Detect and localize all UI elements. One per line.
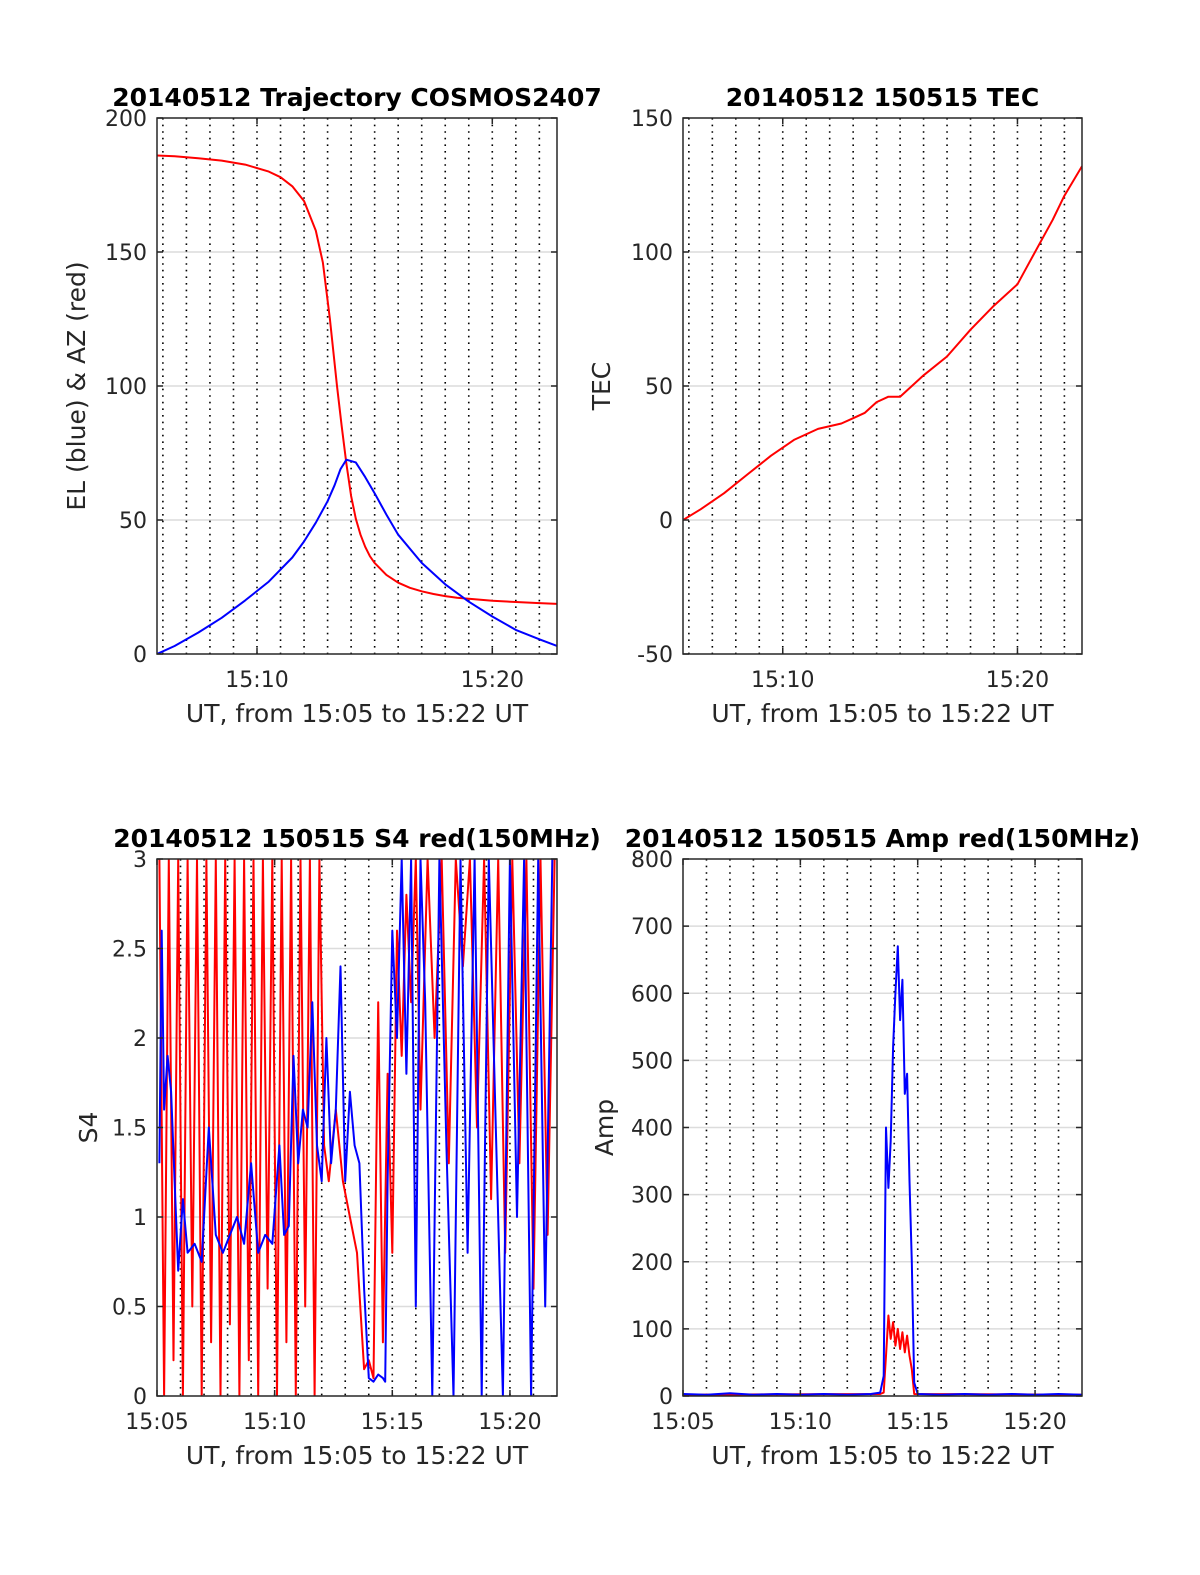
x-tick-label: 15:10 bbox=[769, 1410, 832, 1435]
y-tick-label: 1.5 bbox=[112, 1117, 147, 1142]
y-tick-label: 0.5 bbox=[112, 1296, 147, 1321]
y-axis-label: TEC bbox=[587, 362, 616, 412]
red-series-line bbox=[158, 859, 556, 1396]
y-tick-label: 100 bbox=[105, 375, 147, 400]
trajectory-chart: 0 50 100 150 200 15:10 15:20 UT, from 15:05 to … bbox=[62, 83, 602, 728]
y-tick-label: 100 bbox=[631, 1318, 673, 1343]
s4-chart: 0 0.5 1 1.5 2 2.5 3 15:05 15:10 15:15 15:20 UT, fro… bbox=[74, 824, 601, 1470]
y-tick-label: 200 bbox=[105, 107, 147, 132]
red-series-line bbox=[157, 154, 557, 605]
y-tick-label: 50 bbox=[119, 509, 147, 534]
x-tick-label: 15:20 bbox=[986, 668, 1049, 693]
y-tick-label: 50 bbox=[645, 375, 673, 400]
series-group bbox=[683, 165, 1082, 521]
chart-title: 20140512 Trajectory COSMOS2407 bbox=[112, 83, 602, 112]
x-tick-label: 15:15 bbox=[886, 1410, 949, 1435]
y-tick-label: 150 bbox=[105, 241, 147, 266]
series-group bbox=[158, 859, 556, 1396]
amp-chart: 0 100 200 300 400 500 600 700 800 15:05 15:10 15:15… bbox=[590, 824, 1140, 1470]
y-tick-label: 700 bbox=[631, 915, 673, 940]
y-tick-label: 300 bbox=[631, 1184, 673, 1209]
y-tick-label: 500 bbox=[631, 1049, 673, 1074]
series-group bbox=[683, 945, 1082, 1396]
x-axis-label: UT, from 15:05 to 15:22 UT bbox=[711, 699, 1054, 728]
x-tick-label: 15:20 bbox=[461, 668, 524, 693]
x-tick-label: 15:20 bbox=[478, 1410, 541, 1435]
y-tick-label: 400 bbox=[631, 1117, 673, 1142]
y-tick-label: 150 bbox=[631, 107, 673, 132]
chart-title: 20140512 150515 Amp red(150MHz) bbox=[625, 824, 1141, 853]
y-tick-label: 0 bbox=[133, 1385, 147, 1410]
x-tick-label: 15:15 bbox=[361, 1410, 424, 1435]
x-tick-label: 15:05 bbox=[125, 1410, 188, 1435]
series-group bbox=[157, 154, 557, 654]
y-axis-label: Amp bbox=[590, 1099, 619, 1156]
y-tick-label: 0 bbox=[659, 1385, 673, 1410]
x-tick-label: 15:10 bbox=[225, 668, 288, 693]
x-tick-label: 15:10 bbox=[243, 1410, 306, 1435]
y-tick-label: 2.5 bbox=[112, 938, 147, 963]
y-tick-label: 0 bbox=[133, 643, 147, 668]
y-tick-label: 3 bbox=[133, 848, 147, 873]
y-tick-label: 0 bbox=[659, 509, 673, 534]
red-series-line bbox=[683, 165, 1082, 521]
tec-chart: -50 0 50 100 150 15:10 15:20 UT, from 15:05 to … bbox=[587, 83, 1083, 728]
x-axis-label: UT, from 15:05 to 15:22 UT bbox=[186, 699, 529, 728]
y-axis-label: EL (blue) & AZ (red) bbox=[62, 261, 91, 510]
blue-series-line bbox=[683, 945, 1082, 1396]
x-tick-label: 15:20 bbox=[1003, 1410, 1066, 1435]
x-tick-label: 15:10 bbox=[751, 668, 814, 693]
y-tick-label: 1 bbox=[133, 1206, 147, 1231]
y-axis-label: S4 bbox=[74, 1112, 103, 1144]
y-tick-label: -50 bbox=[637, 643, 673, 668]
y-tick-label: 600 bbox=[631, 982, 673, 1007]
chart-title: 20140512 150515 S4 red(150MHz) bbox=[113, 824, 601, 853]
y-tick-label: 2 bbox=[133, 1027, 147, 1052]
x-axis-label: UT, from 15:05 to 15:22 UT bbox=[711, 1441, 1054, 1470]
blue-series-line bbox=[157, 458, 557, 654]
chart-title: 20140512 150515 TEC bbox=[726, 83, 1039, 112]
blue-series-line bbox=[158, 859, 554, 1396]
red-series-line bbox=[683, 1314, 1082, 1396]
y-tick-label: 100 bbox=[631, 241, 673, 266]
y-tick-label: 200 bbox=[631, 1251, 673, 1276]
y-tick-label: 800 bbox=[631, 848, 673, 873]
x-axis-label: UT, from 15:05 to 15:22 UT bbox=[186, 1441, 529, 1470]
x-tick-label: 15:05 bbox=[651, 1410, 714, 1435]
